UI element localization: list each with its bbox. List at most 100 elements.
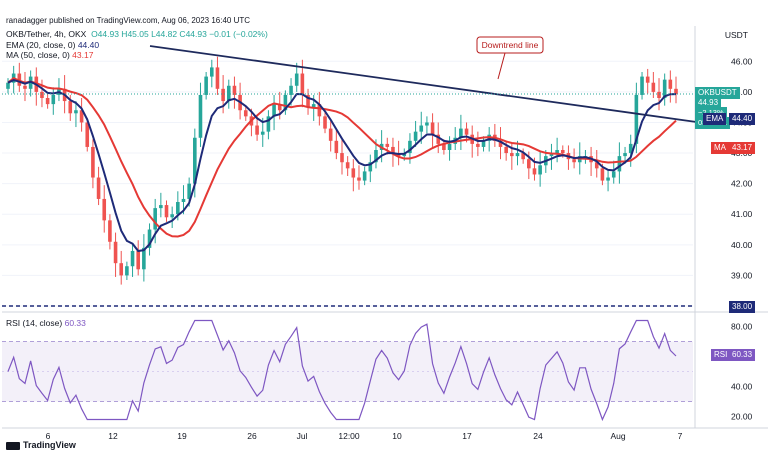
candle-body: [215, 67, 220, 89]
candle-body: [413, 131, 418, 141]
candle-body: [164, 205, 169, 218]
candle-body: [606, 177, 610, 181]
price-tag-price: 44.93: [695, 97, 722, 109]
candle-body: [193, 137, 197, 184]
price-tag-symbol: OKBUSDT: [695, 87, 740, 99]
candle-body: [266, 116, 271, 132]
callout-box: [476, 36, 544, 54]
candle-body: [85, 122, 90, 147]
candle-body: [498, 140, 503, 147]
time-tick-label: Jul: [297, 431, 308, 441]
candle-body: [113, 241, 118, 264]
currency-label: USDT: [724, 30, 748, 40]
legend-symbol: OKB/Tether, 4h, OKX: [6, 29, 87, 39]
legend-rsi[interactable]: RSI (14, close) 60.33: [6, 318, 86, 328]
candle-body: [368, 162, 373, 172]
candle-body: [532, 168, 537, 175]
candle-body: [226, 85, 231, 102]
candle-body: [294, 73, 299, 86]
candle-body: [260, 131, 265, 135]
candle-body: [45, 98, 50, 105]
candle-body: [623, 153, 627, 157]
legend-ema[interactable]: EMA (20, close, 0) 44.40: [6, 40, 99, 50]
candle-body: [628, 143, 633, 154]
candle-body: [651, 82, 656, 92]
candle-body: [187, 183, 191, 199]
time-tick-label: 17: [462, 431, 472, 441]
candle-body: [68, 101, 73, 114]
candle-body: [645, 76, 650, 83]
candle-body: [634, 94, 639, 144]
candle-body: [40, 91, 44, 98]
candle-body: [91, 146, 95, 178]
candle-body: [51, 94, 56, 105]
candle-body: [459, 128, 463, 138]
candle-body: [408, 140, 412, 154]
legend-ema-label: EMA (20, close, 0): [6, 40, 76, 50]
candle-body: [447, 143, 452, 150]
candle-body: [430, 122, 435, 135]
publisher-line: ranadagger published on TradingView.com,…: [6, 16, 251, 25]
candle-body: [6, 82, 10, 89]
rsi-tag-label: RSI: [711, 349, 731, 361]
candle-body: [560, 150, 565, 154]
legend-ma[interactable]: MA (50, close, 0) 43.17: [6, 50, 93, 60]
ema-tag-value: 44.40: [729, 113, 756, 125]
candle-body: [351, 168, 356, 178]
candle-body: [204, 76, 208, 95]
candle-body: [176, 202, 180, 215]
candle-body: [442, 143, 446, 150]
time-tick-label: Aug: [610, 431, 625, 441]
candle-body: [572, 159, 576, 163]
candle-body: [323, 116, 327, 129]
candle-body: [340, 153, 344, 163]
candle-body: [221, 88, 225, 102]
rsi-tag-value: 60.33: [729, 349, 756, 361]
legend-symbol-line[interactable]: OKB/Tether, 4h, OKX O44.93 H45.05 L44.82…: [6, 29, 268, 39]
candle-body: [170, 214, 174, 218]
candle-body: [283, 94, 288, 111]
candle-body: [538, 165, 542, 175]
tradingview-logo-icon: [6, 441, 20, 450]
price-tick-label: 45.00: [731, 87, 753, 97]
candle-body: [345, 162, 350, 169]
candle-body: [311, 104, 316, 108]
candle-body: [243, 110, 248, 117]
legend-rsi-label: RSI (14, close): [6, 318, 63, 328]
time-tick-label: 7: [678, 431, 683, 441]
candle-body: [362, 171, 367, 181]
callout-pointer: [497, 52, 506, 80]
candle-body: [594, 162, 599, 169]
candle-body: [657, 91, 661, 98]
candle-body: [198, 94, 203, 138]
candle-body: [504, 146, 508, 154]
candle-body: [464, 128, 469, 135]
candle-body: [549, 153, 554, 157]
candle-body: [662, 79, 667, 98]
candle-body: [555, 150, 559, 154]
support-tag-value: 38.00: [729, 301, 756, 313]
candle-body: [255, 125, 259, 135]
tradingview-logo[interactable]: TradingView: [6, 440, 76, 450]
candle-body: [419, 125, 424, 132]
candle-body: [317, 104, 322, 117]
time-tick-label: 19: [177, 431, 187, 441]
candle-body: [300, 73, 305, 95]
candle-body: [385, 143, 390, 147]
downtrend-line: [149, 45, 701, 124]
candle-body: [357, 177, 361, 181]
candle-body: [79, 110, 84, 123]
price-tick-label: 46.00: [731, 56, 753, 66]
tradingview-brand: TradingView: [23, 440, 76, 450]
legend-ohlc: O44.93 H45.05 L44.82 C44.93 −0.01 (−0.02…: [91, 29, 268, 39]
candle-body: [391, 146, 395, 154]
ema-20-line: [7, 79, 677, 253]
candle-body: [153, 208, 157, 230]
candle-body: [277, 104, 282, 111]
candle-body: [476, 143, 480, 147]
rsi-tick-label: 20.00: [731, 412, 753, 422]
candle-body: [119, 263, 124, 276]
candle-body: [436, 134, 441, 144]
candle-body: [611, 171, 616, 178]
